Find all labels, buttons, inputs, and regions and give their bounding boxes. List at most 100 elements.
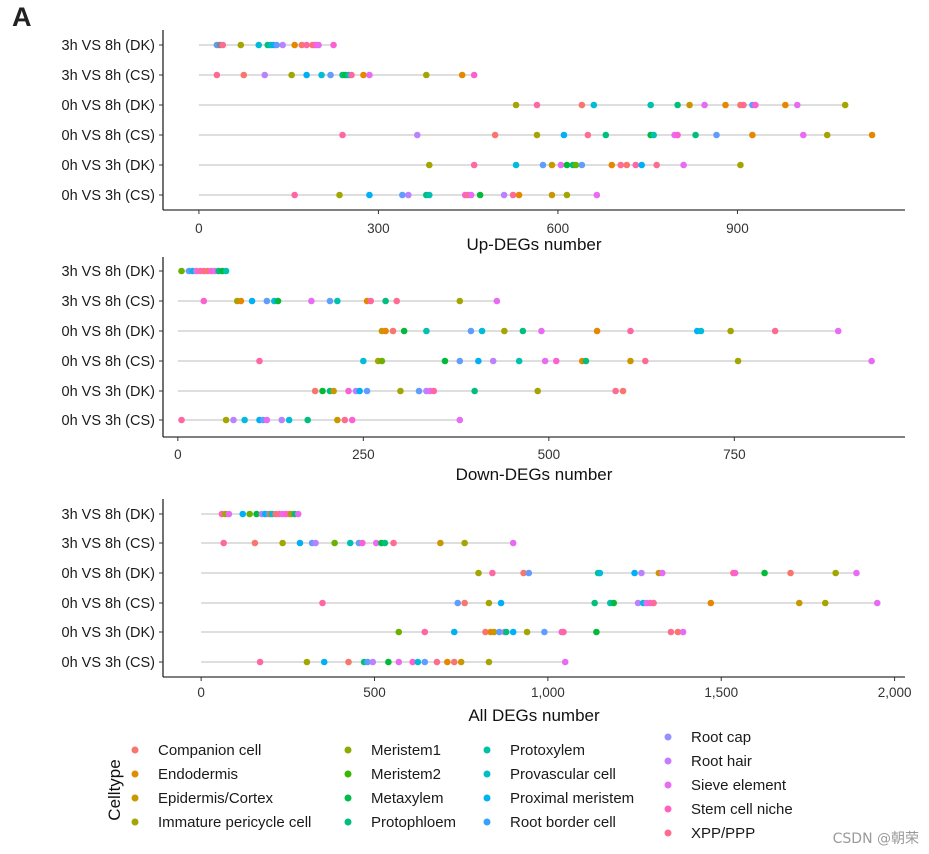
data-point [667, 628, 675, 636]
data-point [795, 599, 803, 607]
data-point [222, 267, 230, 275]
data-point [389, 327, 397, 335]
data-point [515, 191, 523, 199]
x-tick-label: 0 [174, 447, 182, 462]
data-point [582, 357, 590, 365]
y-tick-label: 0h VS 3h (DK) [62, 625, 156, 641]
data-point [638, 161, 646, 169]
data-point [548, 191, 556, 199]
data-point [366, 71, 373, 79]
legend-key [664, 805, 672, 813]
data-point [485, 658, 493, 666]
x-tick-label: 0 [195, 221, 203, 236]
data-point [454, 599, 462, 607]
data-point [608, 161, 616, 169]
data-point [279, 539, 286, 547]
data-point [631, 569, 638, 577]
data-point [482, 628, 489, 636]
legend-label: XPP/PPP [691, 825, 755, 842]
data-point [727, 327, 734, 335]
legend-key [131, 746, 139, 754]
data-point [303, 71, 310, 79]
data-point [740, 101, 747, 109]
data-point [378, 357, 386, 365]
data-point [303, 658, 311, 666]
legend-label: Stem cell niche [691, 801, 793, 818]
data-point [423, 327, 430, 335]
data-point [239, 510, 247, 518]
data-point [261, 71, 269, 79]
data-point [461, 599, 468, 607]
data-point [230, 416, 237, 424]
data-point [701, 101, 708, 109]
legend-label: Metaxylem [371, 790, 444, 807]
data-point [761, 569, 768, 577]
data-point [395, 628, 403, 636]
data-point [220, 539, 227, 547]
data-point [731, 569, 739, 577]
data-point [385, 658, 392, 666]
data-point [868, 131, 876, 139]
data-point [433, 658, 441, 666]
data-point [619, 387, 627, 395]
data-point [251, 539, 259, 547]
data-point [841, 101, 849, 109]
data-point [367, 297, 375, 305]
y-tick-label: 3h VS 8h (DK) [62, 507, 156, 523]
legend-key [664, 781, 672, 789]
legend-label: Root border cell [510, 814, 616, 831]
data-point [572, 161, 580, 169]
legend-key [344, 818, 352, 826]
data-point [610, 599, 618, 607]
data-point [534, 387, 542, 395]
data-point [331, 539, 338, 547]
data-point [578, 161, 586, 169]
data-point [409, 658, 416, 666]
data-point [240, 71, 248, 79]
panel-3: 3h VS 8h (DK) 3h VS 8h (CS) 0h VS 8h (DK) 0… [62, 499, 912, 725]
legend-key [131, 770, 139, 778]
data-point [345, 387, 352, 395]
x-tick-label: 1,000 [531, 685, 565, 700]
data-point [782, 101, 789, 109]
data-point [509, 539, 517, 547]
data-point [475, 569, 482, 577]
data-point [834, 327, 842, 335]
data-point [263, 297, 271, 305]
x-tick-label: 2,000 [878, 685, 912, 700]
data-point [617, 161, 625, 169]
data-point [642, 357, 649, 365]
data-point [647, 101, 654, 109]
data-point [456, 297, 464, 305]
data-point [346, 539, 354, 547]
x-tick-label: 750 [723, 447, 746, 462]
data-point [489, 357, 497, 365]
data-point [414, 658, 422, 666]
data-point [415, 387, 423, 395]
data-point [369, 658, 377, 666]
data-point [381, 539, 389, 547]
data-point [523, 628, 531, 636]
data-point [476, 191, 484, 199]
data-point [489, 569, 496, 577]
data-point [627, 327, 634, 335]
data-point [873, 599, 881, 607]
data-point [421, 628, 429, 636]
data-point [330, 387, 337, 395]
data-point [520, 569, 527, 577]
data-point [421, 658, 429, 666]
data-point [596, 569, 604, 577]
data-point [623, 161, 631, 169]
data-point [471, 387, 478, 395]
y-tick-label: 0h VS 8h (DK) [62, 324, 156, 340]
y-tick-label: 0h VS 3h (CS) [62, 655, 156, 671]
legend-label: Proximal meristem [510, 790, 634, 807]
data-point [485, 599, 493, 607]
data-point [512, 161, 520, 169]
data-point [326, 297, 334, 305]
data-point [749, 131, 756, 139]
data-point [634, 599, 642, 607]
data-point [319, 599, 326, 607]
data-point [552, 357, 560, 365]
